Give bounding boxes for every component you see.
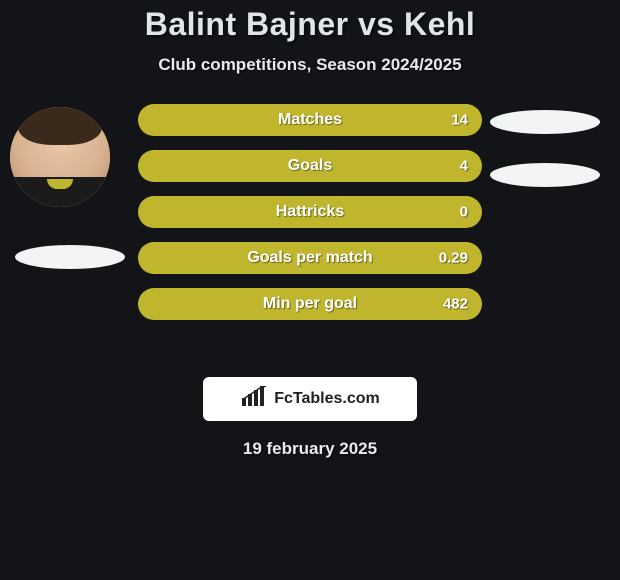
stat-value: 14 xyxy=(451,112,468,129)
stat-row: Goals per match 0.29 xyxy=(138,242,482,274)
stat-row: Min per goal 482 xyxy=(138,288,482,320)
stat-value: 4 xyxy=(460,158,468,175)
avatar-face xyxy=(10,107,110,207)
player-right-shadow-1 xyxy=(490,110,600,134)
snapshot-date: 19 february 2025 xyxy=(0,439,620,459)
stat-label: Min per goal xyxy=(138,295,482,313)
stat-value: 482 xyxy=(443,296,468,313)
stat-value: 0.29 xyxy=(439,250,468,267)
player-left-avatar xyxy=(10,107,110,207)
bar-chart-icon xyxy=(240,386,268,413)
stat-label: Goals xyxy=(138,157,482,175)
stat-value: 0 xyxy=(460,204,468,221)
avatar-hair xyxy=(18,107,102,145)
player-right-shadow-2 xyxy=(490,163,600,187)
stat-row: Goals 4 xyxy=(138,150,482,182)
brand-badge[interactable]: FcTables.com xyxy=(203,377,417,421)
stat-row: Matches 14 xyxy=(138,104,482,136)
stat-label: Hattricks xyxy=(138,203,482,221)
player-left-shadow xyxy=(15,245,125,269)
stat-rows: Matches 14 Goals 4 Hattricks 0 Goals per… xyxy=(138,104,482,334)
subtitle: Club competitions, Season 2024/2025 xyxy=(0,55,620,75)
brand-text: FcTables.com xyxy=(274,390,380,408)
stats-arena: Matches 14 Goals 4 Hattricks 0 Goals per… xyxy=(0,107,620,367)
stat-label: Matches xyxy=(138,111,482,129)
stat-label: Goals per match xyxy=(138,249,482,267)
comparison-card: Balint Bajner vs Kehl Club competitions,… xyxy=(0,0,620,580)
page-title: Balint Bajner vs Kehl xyxy=(0,0,620,43)
stat-row: Hattricks 0 xyxy=(138,196,482,228)
